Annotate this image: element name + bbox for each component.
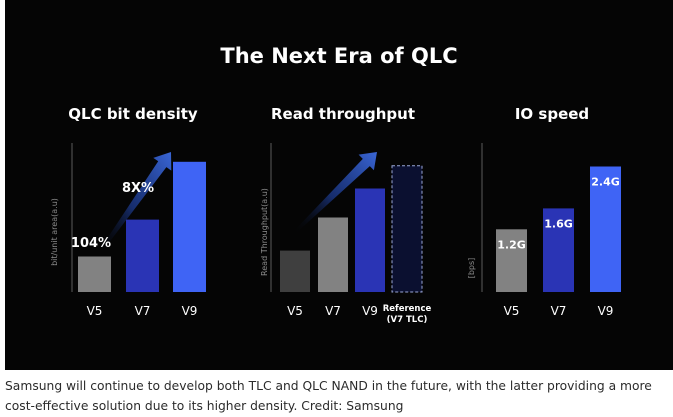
- trend-arrow: [294, 152, 377, 234]
- x-tick-label: V5: [287, 304, 303, 318]
- bar: [280, 250, 310, 292]
- x-tick-label-line: Reference: [383, 304, 432, 314]
- x-tick-label: V9: [362, 304, 378, 318]
- y-axis-label: [bps]: [467, 258, 476, 279]
- chart-title: QLC bit density: [68, 105, 198, 123]
- y-axis-label: bit/unit area(a.u): [50, 198, 59, 266]
- x-tick-label: V9: [598, 304, 614, 318]
- trend-arrow: [98, 152, 172, 253]
- data-label: 1.2G: [497, 238, 526, 251]
- bar: [126, 219, 159, 292]
- x-tick-label: V9: [182, 304, 198, 318]
- bar: [543, 208, 574, 292]
- bar: [173, 161, 206, 292]
- bar: [78, 256, 111, 292]
- chart-title: IO speed: [515, 105, 589, 123]
- bar: [318, 217, 348, 292]
- x-tick-label: V5: [87, 304, 103, 318]
- chart-panel-1: QLC bit density bit/unit area(a.u) V5 V7 V9 1…: [50, 105, 206, 318]
- chart-panel-2: Read throughput Read Throughput(a.u) V5 V7 V…: [260, 105, 432, 325]
- slide-title: The Next Era of QLC: [220, 44, 457, 68]
- chart-title: Read throughput: [271, 105, 415, 123]
- x-tick-label: V7: [325, 304, 341, 318]
- x-tick-label: V5: [504, 304, 520, 318]
- y-axis-label: Read Throughput(a.u): [260, 188, 269, 276]
- reference-bar: [391, 165, 423, 293]
- x-tick-label-line: (V7 TLC): [387, 315, 428, 325]
- image-caption: Samsung will continue to develop both TL…: [5, 379, 652, 413]
- x-tick-label: V7: [551, 304, 567, 318]
- chart-panel-3: IO speed [bps] 1.2G V5 1.6G V7 2.4G V9: [467, 105, 621, 318]
- bar: [355, 188, 385, 292]
- qlc-chart-figure: The Next Era of QLC QLC bit density bit/u…: [50, 44, 621, 325]
- data-label: 2.4G: [591, 176, 620, 189]
- growth-annotation: 8X%: [122, 181, 154, 196]
- growth-annotation: 104%: [71, 236, 111, 251]
- bar: [496, 229, 527, 292]
- x-tick-label: V7: [135, 304, 151, 318]
- bar: [590, 166, 621, 292]
- data-label: 1.6G: [544, 217, 573, 230]
- slide-image: The Next Era of QLC QLC bit density bit/u…: [5, 0, 673, 370]
